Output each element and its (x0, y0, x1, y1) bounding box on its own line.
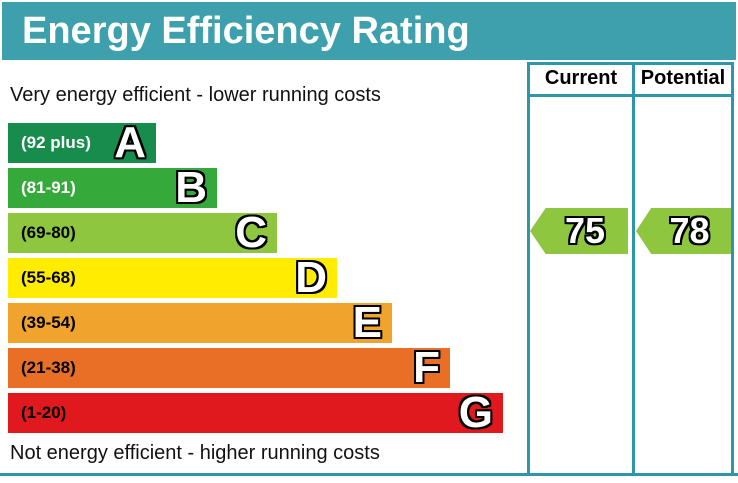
potential-column-header: Potential (640, 67, 726, 89)
top-note: Very energy efficient - lower running co… (10, 84, 381, 106)
current-column-header: Current (544, 67, 618, 89)
current-column-left-border (527, 62, 530, 476)
band-row-b: (81-91) B (8, 163, 217, 212)
band-row-d: (55-68) D (8, 253, 337, 302)
band-letter: E (352, 298, 382, 347)
band-range-label: (69-80) (21, 223, 76, 242)
header-divider-line (527, 94, 734, 97)
band-range-label: (55-68) (21, 268, 76, 287)
band-letter: A (114, 118, 146, 167)
current-rating-arrow: 75 (530, 208, 628, 254)
chart-title: Energy Efficiency Rating (2, 2, 736, 60)
current-rating-value: 75 (564, 210, 606, 251)
band-row-e: (39-54) E (8, 298, 392, 347)
table-top-border (527, 62, 734, 65)
column-divider-line (632, 62, 635, 476)
band-range-label: (92 plus) (21, 133, 91, 152)
band-range-label: (39-54) (21, 313, 76, 332)
bottom-note: Not energy efficient - higher running co… (10, 442, 380, 464)
band-letter: F (413, 343, 440, 392)
band-row-c: (69-80) C (8, 208, 277, 257)
band-letter: B (175, 163, 207, 212)
band-row-f: (21-38) F (8, 343, 450, 392)
table-right-border (731, 62, 734, 476)
band-letter: C (235, 208, 267, 257)
band-letter: G (458, 388, 493, 437)
band-row-a: (92 plus) A (8, 118, 156, 167)
potential-rating-value: 78 (669, 210, 710, 251)
band-range-label: (81-91) (21, 178, 76, 197)
band-range-label: (1-20) (21, 403, 67, 422)
potential-rating-arrow: 78 (636, 208, 731, 254)
band-range-label: (21-38) (21, 358, 76, 377)
band-row-g: (1-20) G (8, 388, 503, 437)
band-letter: D (295, 253, 327, 302)
table-bottom-border (0, 473, 738, 476)
